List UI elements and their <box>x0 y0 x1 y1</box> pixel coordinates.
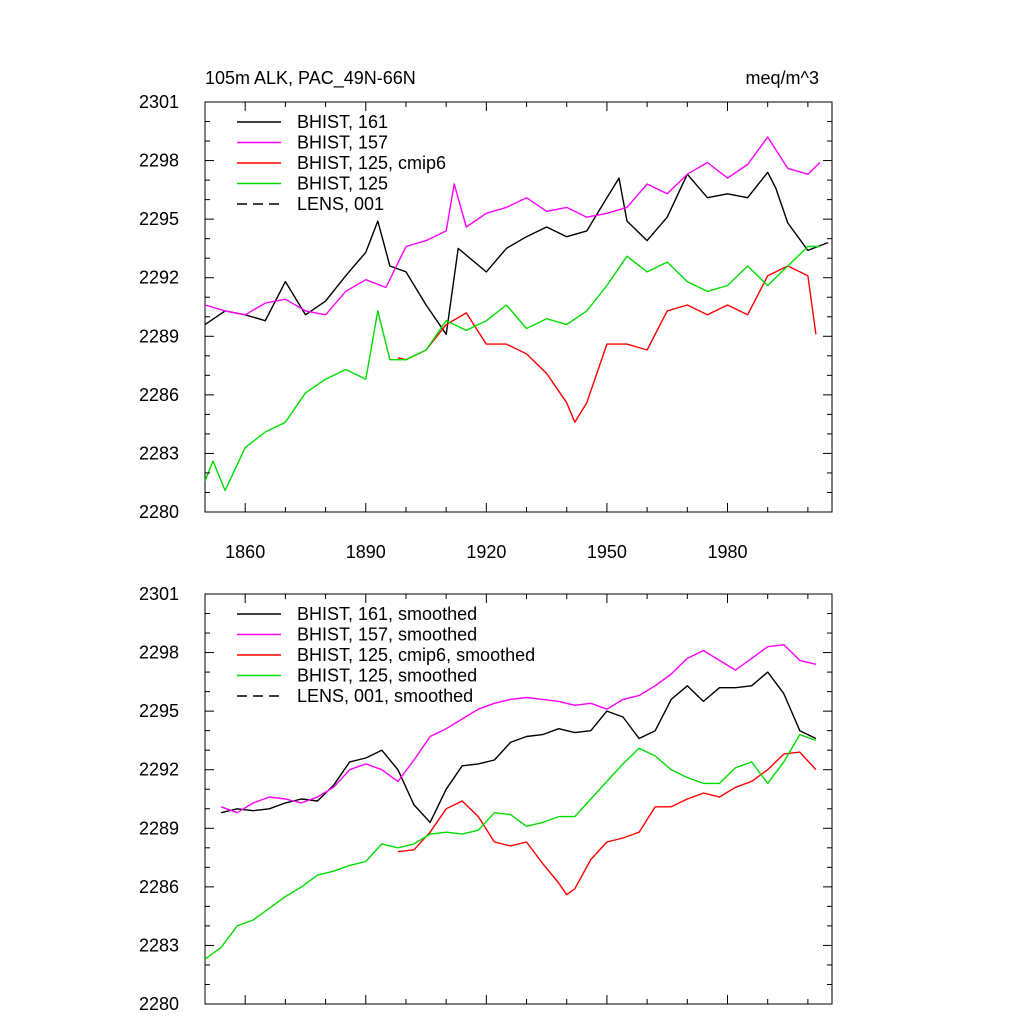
y-tick-label: 2280 <box>139 994 179 1014</box>
y-tick-label: 2292 <box>139 760 179 780</box>
series-line-1 <box>204 171 829 335</box>
y-tick-label: 2301 <box>139 584 179 604</box>
legend-label: LENS, 001, smoothed <box>297 686 473 706</box>
series-line-2 <box>204 136 821 316</box>
series-line-3 <box>397 265 817 423</box>
y-tick-label: 2295 <box>139 209 179 229</box>
legend-label: LENS, 001 <box>297 194 384 214</box>
y-tick-label: 2295 <box>139 701 179 721</box>
legend-label: BHIST, 125 <box>297 174 388 194</box>
bottom-series-lines <box>204 644 817 960</box>
legend-label: BHIST, 125, cmip6, smoothed <box>297 645 535 665</box>
y-tick-label: 2286 <box>139 385 179 405</box>
legend-label: BHIST, 161 <box>297 112 388 132</box>
top-panel-units: meq/m^3 <box>746 68 819 88</box>
series-line-3 <box>397 751 817 896</box>
top-axis-ticks: 2280 2283 2286 2289 2292 2295 2298 2301 1860 1890… <box>139 92 832 562</box>
top-panel-title: 105m ALK, PAC_49N-66N <box>205 68 416 89</box>
legend-label: BHIST, 157 <box>297 133 388 153</box>
x-tick-label: 1920 <box>466 542 506 562</box>
y-tick-label: 2286 <box>139 877 179 897</box>
legend-label: BHIST, 125, smoothed <box>297 666 477 686</box>
series-line-4 <box>204 733 817 960</box>
series-line-4 <box>204 245 820 492</box>
top-panel: 105m ALK, PAC_49N-66N meq/m^3 2280228322… <box>139 68 833 562</box>
top-plot-frame <box>204 101 833 513</box>
bottom-plot-frame <box>204 593 833 1005</box>
legend-label: BHIST, 161, smoothed <box>297 604 477 624</box>
legend-label: BHIST, 157, smoothed <box>297 625 477 645</box>
x-tick-label: 1980 <box>707 542 747 562</box>
series-line-2 <box>220 644 817 814</box>
y-tick-label: 2280 <box>139 502 179 522</box>
series-line-1 <box>220 671 817 824</box>
y-tick-label: 2298 <box>139 643 179 663</box>
x-tick-label: 1890 <box>346 542 386 562</box>
bottom-axis-ticks: 2280 2283 2286 2289 2292 2295 2298 2301 <box>139 584 832 1014</box>
legend-label: BHIST, 125, cmip6 <box>297 153 446 173</box>
y-tick-label: 2283 <box>139 443 179 463</box>
y-tick-label: 2289 <box>139 818 179 838</box>
y-tick-label: 2289 <box>139 326 179 346</box>
y-tick-label: 2283 <box>139 935 179 955</box>
y-tick-label: 2292 <box>139 268 179 288</box>
bottom-panel: 2280 2283 2286 2289 2292 2295 2298 2301 BHIST, … <box>139 584 833 1014</box>
x-tick-label: 1950 <box>587 542 627 562</box>
y-tick-label: 2298 <box>139 151 179 171</box>
x-tick-label: 1860 <box>225 542 265 562</box>
top-series-lines <box>204 136 829 492</box>
y-tick-label: 2301 <box>139 92 179 112</box>
